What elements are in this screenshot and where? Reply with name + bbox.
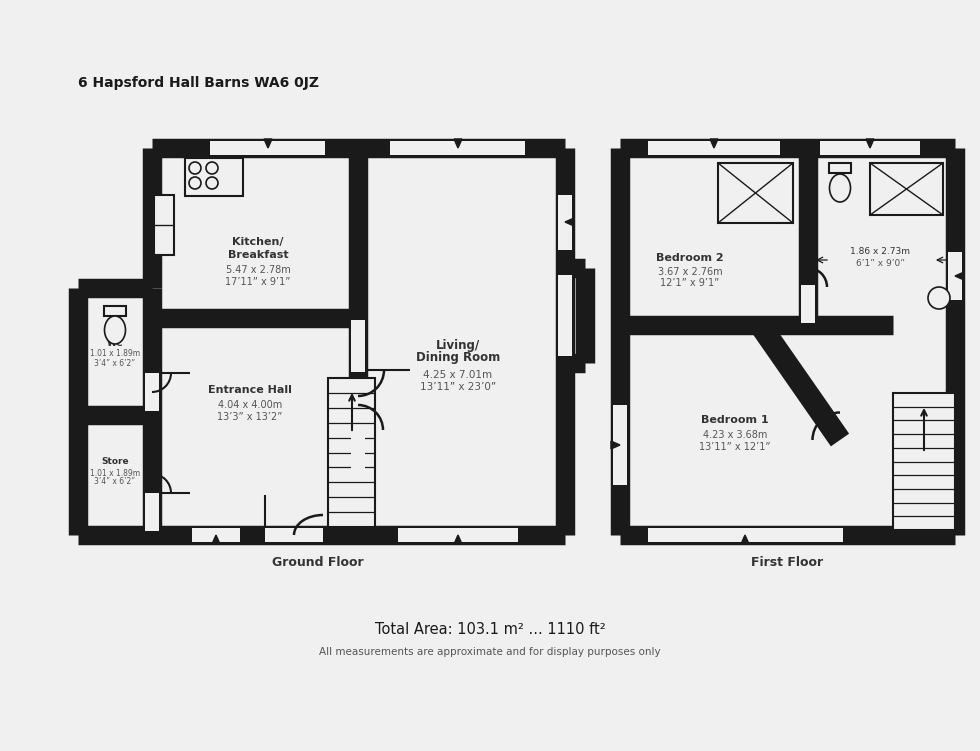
Text: 12’1” x 9’1”: 12’1” x 9’1” — [661, 278, 719, 288]
Bar — [210, 141, 325, 155]
Bar — [558, 275, 572, 356]
Text: Breakfast: Breakfast — [227, 250, 288, 260]
Polygon shape — [565, 218, 574, 226]
Text: Bedroom 1: Bedroom 1 — [701, 415, 769, 425]
Polygon shape — [454, 139, 462, 148]
Polygon shape — [710, 139, 718, 148]
Text: Kitchen/: Kitchen/ — [232, 237, 284, 247]
Polygon shape — [866, 139, 874, 148]
Text: Bedroom 2: Bedroom 2 — [657, 253, 724, 263]
Bar — [613, 405, 627, 485]
Text: WC: WC — [107, 339, 123, 348]
Text: Dining Room: Dining Room — [416, 351, 500, 364]
Text: 3.67 x 2.76m: 3.67 x 2.76m — [658, 267, 722, 277]
Bar — [801, 285, 815, 323]
Polygon shape — [454, 535, 462, 544]
Bar — [145, 373, 159, 411]
Text: 1.01 x 1.89m: 1.01 x 1.89m — [90, 349, 140, 358]
Text: Entrance Hall: Entrance Hall — [208, 385, 292, 395]
Bar — [893, 393, 955, 530]
Polygon shape — [212, 535, 220, 544]
Bar — [192, 528, 240, 542]
Text: All measurements are approximate and for display purposes only: All measurements are approximate and for… — [319, 647, 661, 657]
Bar — [820, 141, 920, 155]
Polygon shape — [955, 272, 964, 280]
Bar — [351, 320, 365, 372]
Text: Store: Store — [101, 457, 128, 466]
Text: 5.47 x 2.78m: 5.47 x 2.78m — [225, 265, 290, 275]
Ellipse shape — [829, 174, 851, 202]
Bar — [829, 163, 851, 173]
Bar — [154, 195, 174, 255]
Bar — [328, 378, 375, 527]
Text: 6’1” x 9’0”: 6’1” x 9’0” — [856, 258, 905, 267]
Polygon shape — [585, 311, 594, 319]
Bar — [558, 195, 572, 250]
Polygon shape — [611, 441, 620, 449]
Text: 3’4” x 6’2”: 3’4” x 6’2” — [94, 478, 135, 487]
Bar — [265, 528, 323, 542]
Text: 1.86 x 2.73m: 1.86 x 2.73m — [850, 248, 910, 257]
Text: 3’4” x 6’2”: 3’4” x 6’2” — [94, 358, 135, 367]
Text: 4.23 x 3.68m: 4.23 x 3.68m — [703, 430, 767, 440]
Bar — [398, 528, 518, 542]
Text: 13’11” x 23’0”: 13’11” x 23’0” — [420, 382, 496, 392]
Text: 4.25 x 7.01m: 4.25 x 7.01m — [423, 370, 493, 380]
Polygon shape — [741, 535, 749, 544]
Text: First Floor: First Floor — [751, 556, 823, 569]
Bar — [185, 158, 243, 196]
Text: Total Area: 103.1 m² ... 1110 ft²: Total Area: 103.1 m² ... 1110 ft² — [374, 623, 606, 638]
Text: 13’11” x 12’1”: 13’11” x 12’1” — [700, 442, 770, 452]
Text: 1.01 x 1.89m: 1.01 x 1.89m — [90, 469, 140, 478]
Bar — [648, 528, 843, 542]
Bar — [648, 141, 780, 155]
Text: Ground Floor: Ground Floor — [272, 556, 364, 569]
Bar — [351, 430, 365, 480]
Polygon shape — [264, 139, 272, 148]
Bar — [718, 163, 793, 223]
Text: 4.04 x 4.00m: 4.04 x 4.00m — [218, 400, 282, 410]
Bar — [948, 252, 962, 300]
Text: Living/: Living/ — [436, 339, 480, 351]
Bar — [390, 141, 525, 155]
Text: 13’3” x 13’2”: 13’3” x 13’2” — [218, 412, 282, 422]
Text: 6 Hapsford Hall Barns WA6 0JZ: 6 Hapsford Hall Barns WA6 0JZ — [78, 76, 319, 90]
Bar — [870, 163, 943, 215]
Bar — [145, 493, 159, 531]
Bar — [104, 306, 126, 316]
Ellipse shape — [105, 316, 125, 344]
Text: 17’11” x 9’1”: 17’11” x 9’1” — [225, 277, 291, 287]
Ellipse shape — [928, 287, 950, 309]
